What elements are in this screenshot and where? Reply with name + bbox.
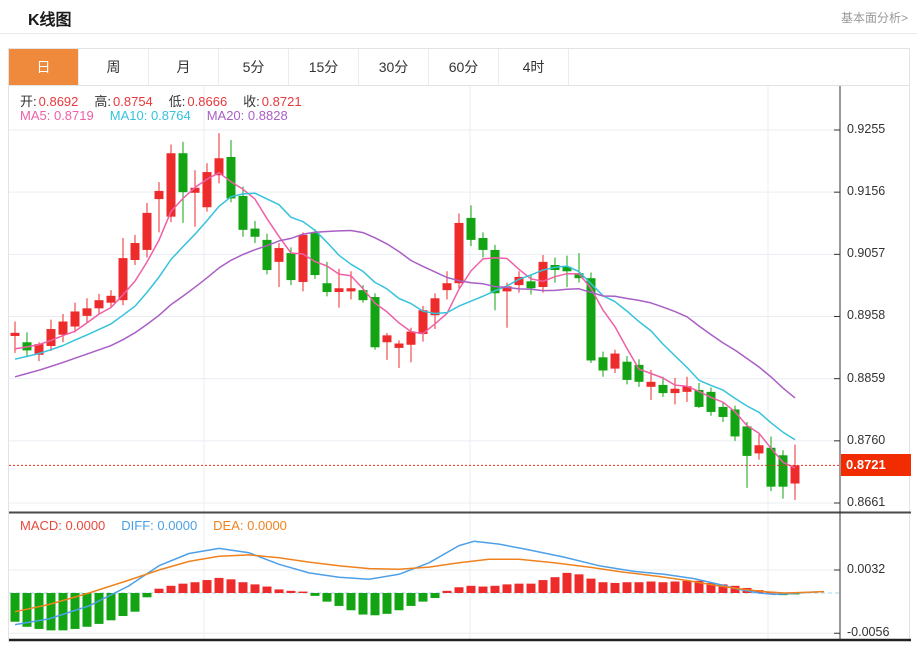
dea-value: DEA: 0.0000 (213, 518, 287, 533)
ma20-value: MA20: 0.8828 (206, 108, 288, 123)
current-price-badge: 0.8721 (841, 454, 911, 476)
close-value: 收: 0.8721 (243, 94, 302, 109)
axis-layer (9, 86, 911, 642)
y-axis-label: 0.8958 (847, 308, 886, 322)
ohlc-legend: 开: 0.8692 高: 0.8754 低: 0.8666 收: 0.8721 (20, 91, 302, 110)
open-value: 开: 0.8692 (20, 94, 79, 109)
high-value: 高: 0.8754 (94, 94, 153, 109)
y-axis-label: 0.8661 (847, 495, 886, 509)
ma-legend: MA5: 0.8719 MA10: 0.8764 MA20: 0.8828 (20, 108, 288, 123)
tab-month[interactable]: 月 (149, 49, 219, 85)
y-axis-label: 0.8859 (847, 371, 886, 385)
candles-layer (10, 133, 800, 500)
ma-layer (9, 171, 840, 469)
page-title: K线图 (28, 12, 72, 29)
kline-chart-panel: 开: 0.8692 高: 0.8754 低: 0.8666 收: 0.8721 MA5:… (8, 86, 911, 642)
low-value: 低: 0.8666 (168, 94, 228, 109)
kline-chart-canvas[interactable] (9, 86, 911, 642)
tab-30min[interactable]: 30分 (359, 49, 429, 85)
y-axis-label: 0.8760 (847, 433, 886, 447)
macd-axis-label: -0.0056 (847, 625, 890, 639)
header-divider (0, 33, 917, 34)
tab-60min[interactable]: 60分 (429, 49, 499, 85)
macd-value: MACD: 0.0000 (20, 518, 106, 533)
y-axis-label: 0.9057 (847, 246, 886, 260)
fundamental-analysis-link[interactable]: 基本面分析> (840, 11, 908, 25)
ma10-value: MA10: 0.8764 (109, 108, 191, 123)
tab-4hour[interactable]: 4时 (499, 49, 569, 85)
diff-value: DIFF: 0.0000 (121, 518, 198, 533)
y-axis-label: 0.9255 (847, 122, 886, 136)
tab-day[interactable]: 日 (9, 49, 79, 85)
tab-5min[interactable]: 5分 (219, 49, 289, 85)
tab-15min[interactable]: 15分 (289, 49, 359, 85)
grid-layer (9, 86, 840, 640)
y-axis-label: 0.9156 (847, 184, 886, 198)
period-tabstrip: 日 周 月 5分 15分 30分 60分 4时 (8, 48, 910, 86)
macd-legend: MACD: 0.0000 DIFF: 0.0000 DEA: 0.0000 (20, 518, 287, 533)
macd-layer (10, 540, 825, 631)
ma5-value: MA5: 0.8719 (20, 108, 94, 123)
tab-week[interactable]: 周 (79, 49, 149, 85)
tabstrip-filler (569, 49, 909, 85)
macd-axis-label: 0.0032 (847, 562, 886, 576)
